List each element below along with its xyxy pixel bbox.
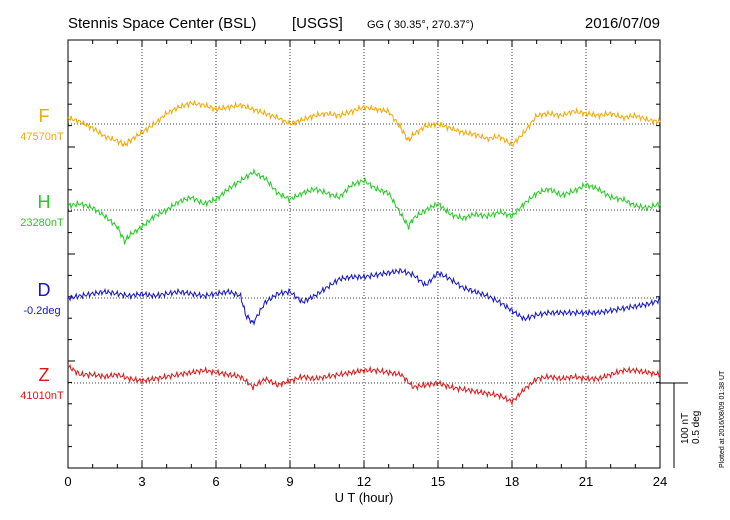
x-tick-label: 24: [653, 474, 667, 489]
x-axis-label: U T (hour): [335, 490, 394, 505]
series-line-h: [67, 168, 661, 245]
x-tick-label: 9: [286, 474, 293, 489]
scale-deg-label: 0.5 deg: [691, 411, 702, 444]
component-letter-f: F: [39, 106, 50, 126]
plotted-at-label: Plotted at 2016/08/09 01:38 UT: [719, 370, 726, 468]
date-label: 2016/07/09: [585, 15, 660, 32]
component-baseline-h: 23280nT: [20, 217, 64, 229]
x-tick-label: 0: [64, 474, 71, 489]
x-tick-label: 6: [212, 474, 219, 489]
x-tick-label: 21: [579, 474, 593, 489]
x-tick-label: 12: [357, 474, 371, 489]
network-label: [USGS]: [292, 15, 343, 32]
component-baseline-f: 47570nT: [20, 131, 64, 143]
component-letter-d: D: [38, 280, 51, 300]
x-tick-label: 15: [431, 474, 445, 489]
vertical-grid: [141, 40, 587, 468]
x-tick-label: 3: [138, 474, 145, 489]
component-letter-z: Z: [39, 365, 50, 385]
scale-nt-label: 100 nT: [680, 413, 691, 444]
series-line-d: [67, 267, 661, 326]
station-title: Stennis Space Center (BSL): [68, 15, 256, 32]
component-letter-h: H: [38, 192, 51, 212]
component-labels: F 47570nT H 23280nT D -0.2deg Z 41010nT: [20, 106, 64, 402]
tick-marks: [67, 39, 661, 469]
series-line-f: [67, 100, 661, 148]
x-tick-label: 18: [505, 474, 519, 489]
coordinates-label: GG ( 30.35°, 270.37°): [367, 19, 474, 31]
component-baseline-d: -0.2deg: [23, 305, 60, 317]
component-baseline-z: 41010nT: [20, 390, 64, 402]
series-line-z: [67, 363, 661, 407]
series-lines: [67, 100, 661, 407]
x-tick-labels: 0 3 6 9 12 15 18 21 24: [64, 474, 667, 489]
